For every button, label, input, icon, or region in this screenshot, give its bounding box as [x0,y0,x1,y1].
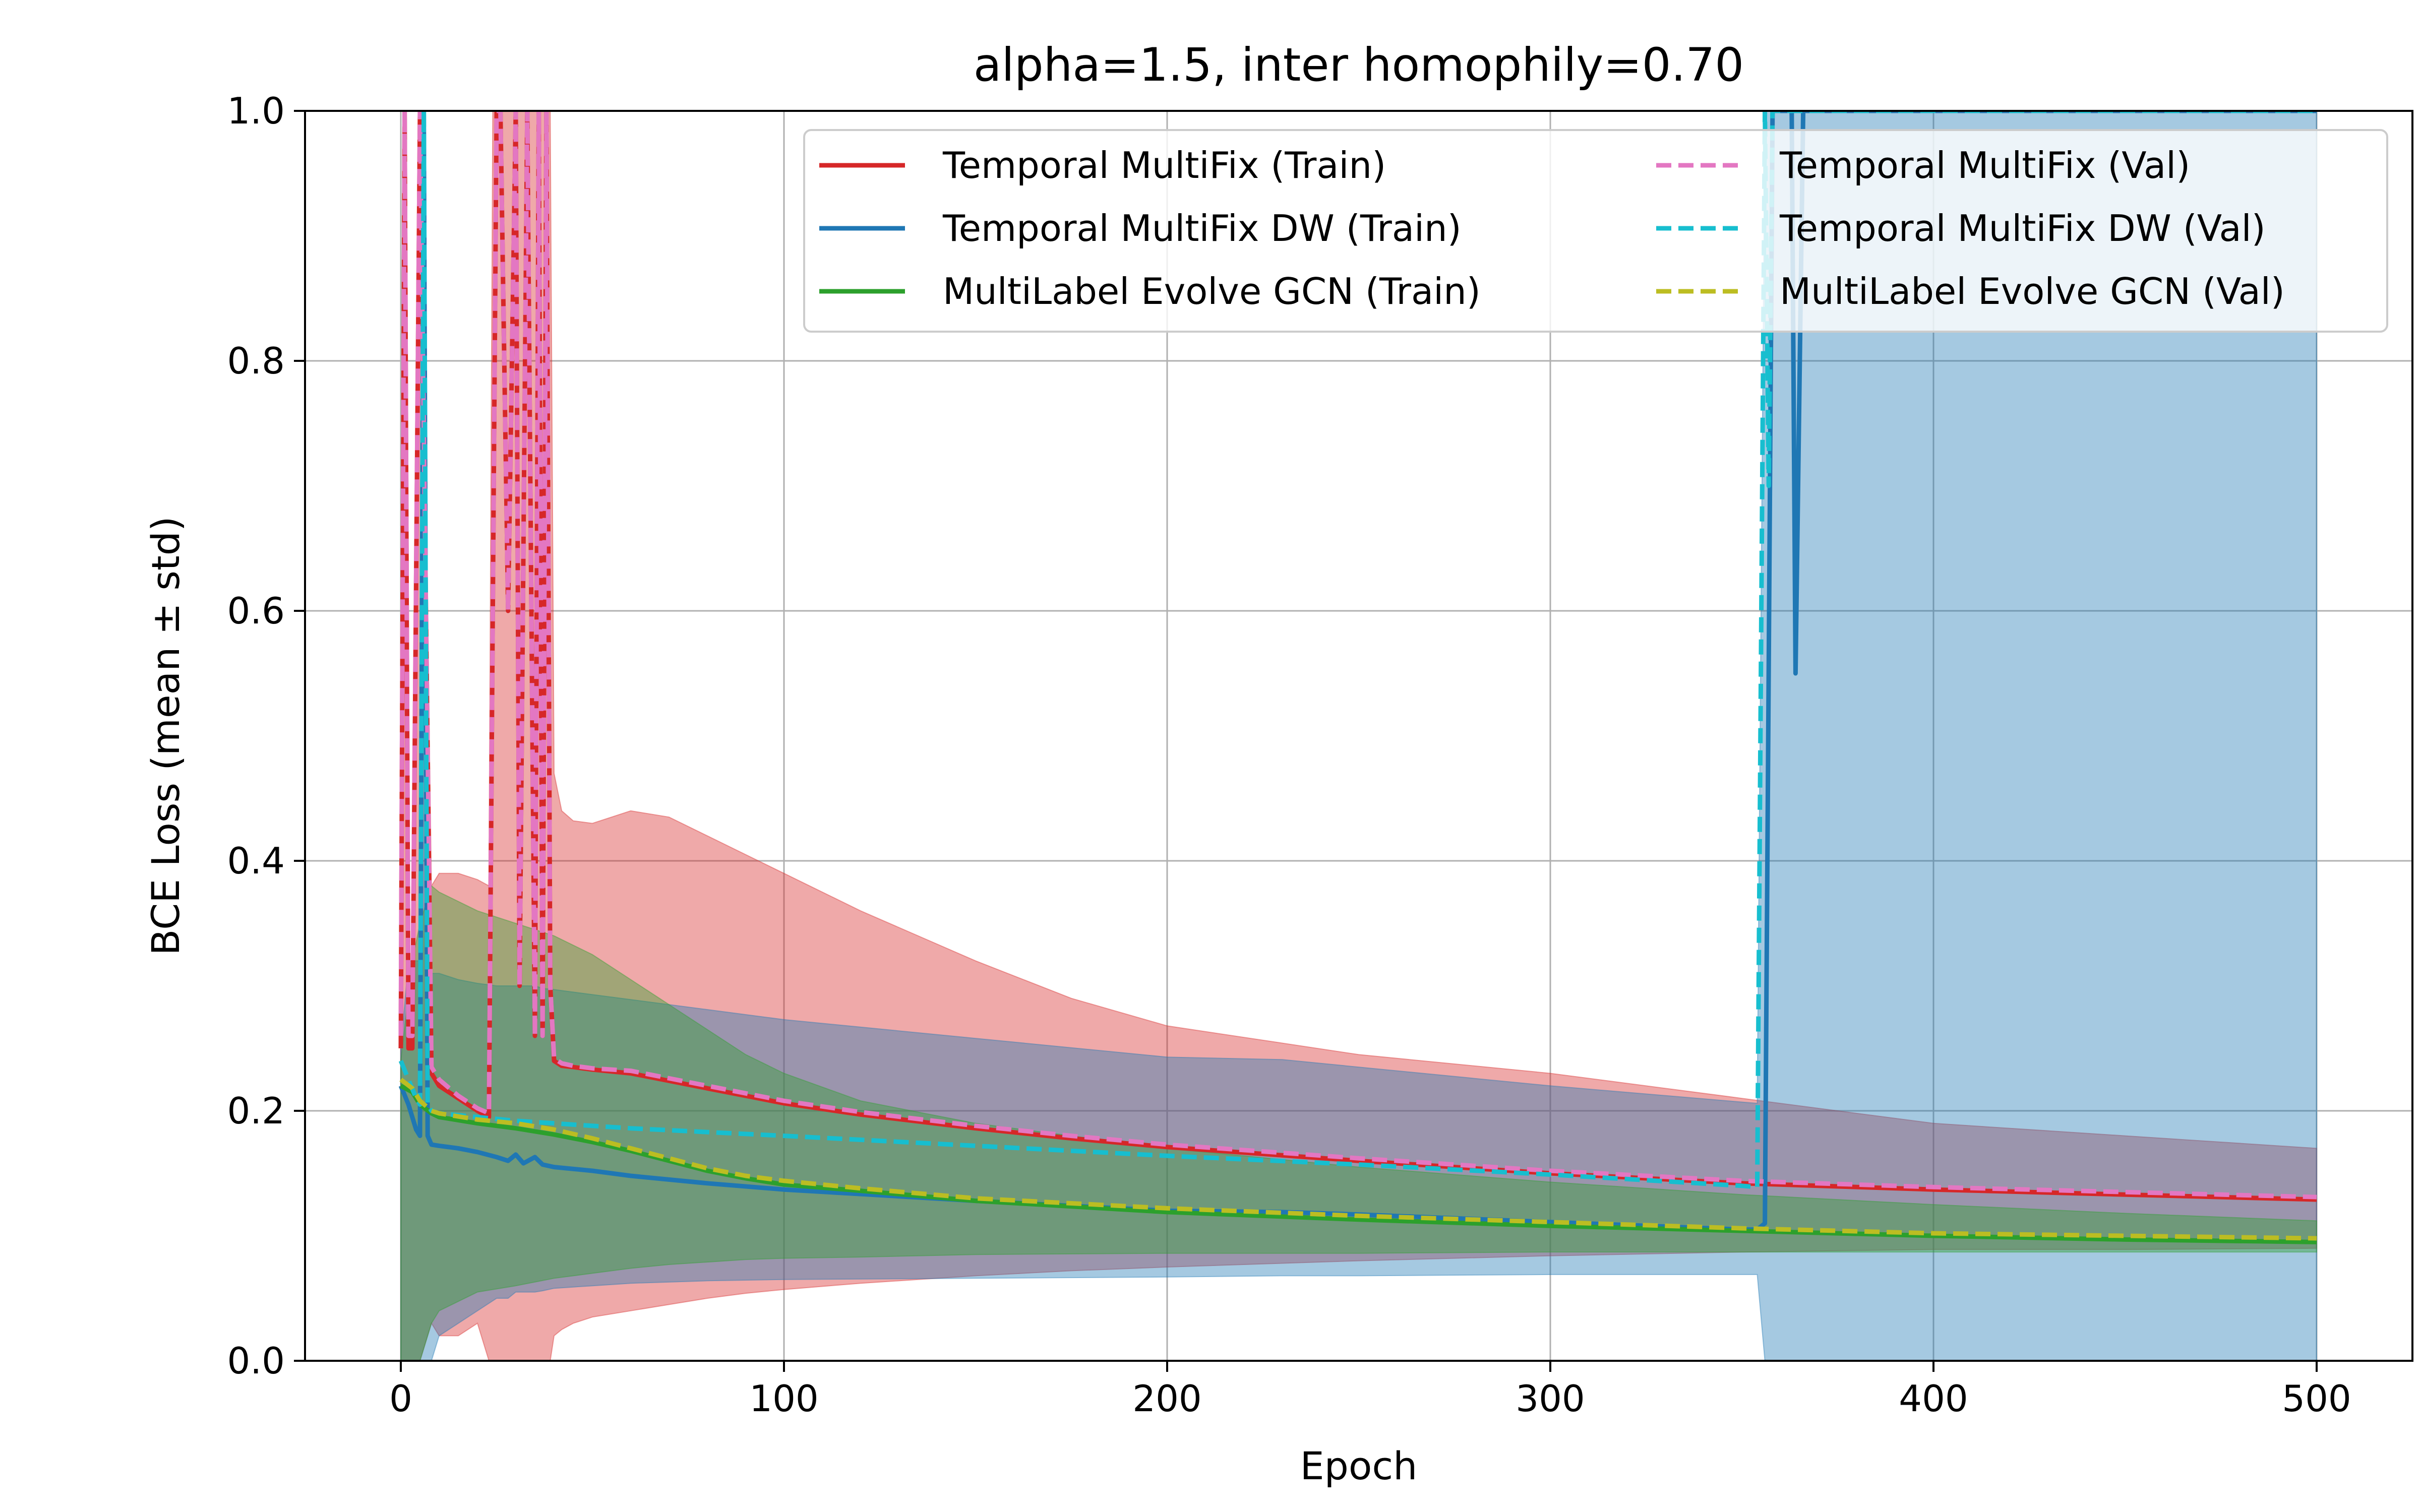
legend-label: MultiLabel Evolve GCN (Val) [1780,270,2285,312]
band-multilabel-evolve-gcn-train [400,885,2317,1361]
line-temporal-multifix-train [398,111,2317,1202]
x-tick-label: 500 [2282,1377,2351,1420]
legend-label: Temporal MultiFix DW (Val) [1779,207,2266,249]
x-axis-label: Epoch [1300,1443,1418,1488]
x-tick-label: 200 [1132,1377,1201,1420]
line-multilabel-evolve-gcn-train [399,1084,2317,1244]
y-tick-label: 0.6 [227,590,285,632]
legend-label: MultiLabel Evolve GCN (Train) [943,270,1481,312]
x-tick-label: 400 [1899,1377,1968,1420]
legend-label: Temporal MultiFix (Val) [1779,144,2190,186]
line-temporal-multifix-dw-val [398,111,2317,1189]
y-tick-label: 1.0 [227,90,285,132]
y-axis-ticks: 0.0 0.2 0.4 0.6 0.8 1.0 [227,90,305,1382]
line-multilabel-evolve-gcn-val [399,1078,2317,1241]
chart-title: alpha=1.5, inter homophily=0.70 [974,39,1744,92]
plot-frame [304,110,2413,1362]
y-tick-label: 0.8 [227,340,285,382]
legend-label: Temporal MultiFix (Train) [942,144,1386,186]
legend-label: Temporal MultiFix DW (Train) [942,207,1462,249]
x-axis-ticks: 0 100 200 300 400 500 [389,1361,2351,1420]
series-lines [398,111,2317,1244]
y-axis-label: BCE Loss (mean ± std) [143,516,188,955]
x-tick-label: 0 [389,1377,412,1420]
x-tick-label: 300 [1516,1377,1585,1420]
y-tick-label: 0.4 [227,840,285,882]
band-temporal-multifix-dw-train [400,111,2317,1361]
line-temporal-multifix-dw-train [398,111,2317,1232]
band-temporal-multifix-train [400,111,2317,1361]
std-bands [400,111,2317,1361]
y-tick-label: 0.2 [227,1090,285,1132]
x-tick-label: 100 [749,1377,818,1420]
legend-box [803,129,2388,333]
legend: Temporal MultiFix (Train) Temporal MultiF… [803,129,2388,333]
y-tick-label: 0.0 [227,1340,285,1382]
